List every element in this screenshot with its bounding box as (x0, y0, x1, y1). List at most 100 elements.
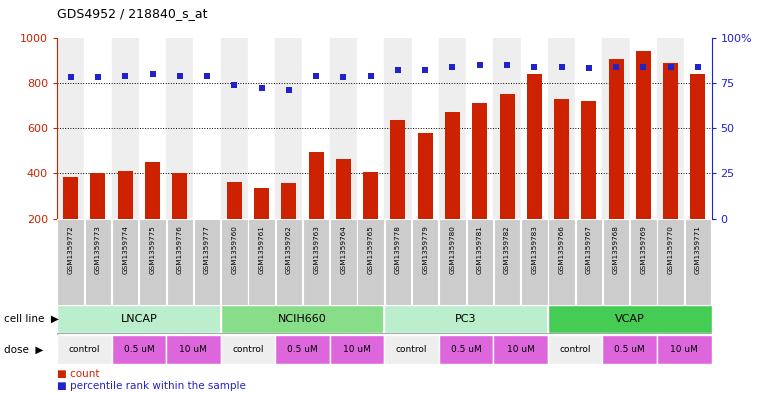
Bar (384, 38, 412, 219)
Bar (112, 38, 139, 219)
Bar (521, 38, 548, 219)
Point (473, 62, 486, 68)
Text: 10 uM: 10 uM (507, 345, 534, 354)
Point (310, 73, 322, 79)
Bar (658, 219, 684, 305)
Point (256, 85, 268, 92)
Text: 0.5 uM: 0.5 uM (614, 345, 645, 354)
Bar (603, 38, 630, 219)
Text: control: control (396, 345, 428, 354)
Bar (166, 335, 221, 364)
Bar (199, 219, 215, 264)
Bar (549, 219, 575, 305)
Point (119, 73, 132, 79)
Point (392, 67, 404, 73)
Bar (412, 219, 438, 305)
Bar (254, 188, 269, 264)
Bar (494, 219, 521, 305)
Bar (275, 38, 303, 219)
Bar (303, 38, 330, 219)
Text: NCIH660: NCIH660 (278, 314, 327, 324)
Point (174, 73, 186, 79)
Point (556, 64, 568, 70)
Bar (330, 38, 357, 219)
Text: GSM1359763: GSM1359763 (313, 226, 319, 274)
Text: GSM1359764: GSM1359764 (340, 226, 346, 274)
Bar (473, 103, 487, 264)
Bar (690, 74, 705, 264)
Text: GSM1359783: GSM1359783 (531, 226, 537, 274)
Text: GSM1359762: GSM1359762 (286, 226, 292, 274)
Text: GSM1359777: GSM1359777 (204, 226, 210, 274)
Text: control: control (68, 345, 100, 354)
Bar (603, 219, 629, 305)
Point (201, 73, 213, 79)
Point (637, 64, 649, 70)
Bar (275, 219, 302, 305)
Bar (499, 94, 514, 264)
Bar (575, 38, 603, 219)
Point (92, 74, 104, 81)
Text: LNCAP: LNCAP (120, 314, 158, 324)
Text: PC3: PC3 (455, 314, 477, 324)
Point (528, 64, 540, 70)
Bar (309, 152, 323, 264)
Bar (521, 219, 547, 305)
Bar (390, 120, 406, 264)
Bar (91, 173, 106, 264)
Point (337, 74, 349, 81)
Bar (221, 335, 275, 364)
Text: cell line  ▶: cell line ▶ (4, 314, 59, 324)
Text: control: control (559, 345, 591, 354)
Bar (418, 133, 433, 264)
Bar (57, 305, 221, 333)
Bar (466, 38, 493, 219)
Text: ■ count: ■ count (57, 369, 100, 379)
Bar (384, 305, 548, 333)
Bar (657, 38, 684, 219)
Bar (221, 219, 247, 305)
Text: GSM1359780: GSM1359780 (450, 226, 456, 274)
Point (692, 64, 704, 70)
Bar (166, 38, 193, 219)
Point (146, 71, 158, 77)
Bar (112, 335, 166, 364)
Bar (57, 335, 112, 364)
Bar (554, 99, 569, 264)
Point (664, 64, 677, 70)
Text: dose  ▶: dose ▶ (4, 344, 43, 354)
Text: GSM1359760: GSM1359760 (231, 226, 237, 274)
Bar (167, 219, 193, 305)
Point (365, 73, 377, 79)
Bar (357, 38, 384, 219)
Text: VCAP: VCAP (615, 314, 645, 324)
Bar (58, 219, 84, 305)
Bar (493, 335, 548, 364)
Text: GSM1359774: GSM1359774 (123, 226, 129, 274)
Text: 10 uM: 10 uM (670, 345, 698, 354)
Text: ■ percentile rank within the sample: ■ percentile rank within the sample (57, 381, 246, 391)
Bar (57, 38, 84, 219)
Bar (330, 219, 357, 305)
Bar (548, 305, 712, 333)
Text: GSM1359761: GSM1359761 (259, 226, 265, 274)
Bar (363, 172, 378, 264)
Bar (63, 177, 78, 264)
Bar (630, 219, 657, 305)
Point (283, 87, 295, 93)
Point (228, 82, 240, 88)
Text: control: control (232, 345, 264, 354)
Bar (527, 74, 542, 264)
Bar (248, 219, 275, 305)
Text: 0.5 uM: 0.5 uM (451, 345, 482, 354)
Bar (84, 38, 112, 219)
Bar (439, 219, 466, 305)
Text: GSM1359778: GSM1359778 (395, 226, 401, 274)
Bar (548, 38, 575, 219)
Bar (439, 38, 466, 219)
Bar (193, 38, 221, 219)
Bar (603, 335, 657, 364)
Text: GSM1359776: GSM1359776 (177, 226, 183, 274)
Point (447, 64, 459, 70)
Text: 0.5 uM: 0.5 uM (287, 345, 318, 354)
